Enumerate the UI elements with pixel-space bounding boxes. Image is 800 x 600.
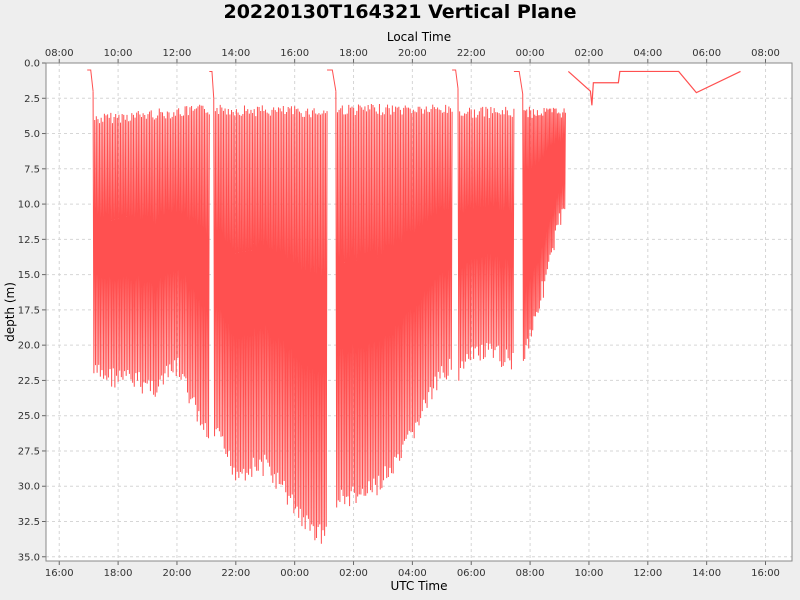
depth-line-segment-5 [335,91,453,508]
x-tick-label: 12:00 [633,568,662,579]
x-tick-label: 16:00 [751,568,780,579]
y-tick-label: 5.0 [24,129,40,140]
local-time-tick-label: 18:00 [339,48,368,59]
chart-title: 20220130T164321 Vertical Plane [223,1,577,23]
depth-line-segment-4 [327,69,337,92]
local-time-tick-label: 12:00 [163,48,192,59]
local-time-tick-label: 10:00 [104,48,133,59]
x-tick-label: 04:00 [398,568,427,579]
y-tick-label: 22.5 [18,376,40,387]
depth-series [87,69,741,544]
y-tick-label: 30.0 [18,482,40,493]
y-tick-label: 25.0 [18,411,40,422]
local-time-tick-label: 04:00 [633,48,662,59]
x-tick-label: 06:00 [457,568,486,579]
depth-line-segment-1 [92,91,210,439]
y-tick-label: 7.5 [24,164,40,175]
depth-line-segment-2 [209,70,215,99]
y-axis-label: depth (m) [3,282,17,342]
x-tick-label: 02:00 [339,568,368,579]
y-tick-label: 15.0 [18,270,40,281]
local-time-axis-ticks: 08:00 10:00 12:00 14:00 16:00 18:00 20:00 22:00… [45,48,780,63]
local-time-tick-label: 20:00 [398,48,427,59]
y-tick-label: 27.5 [18,446,40,457]
y-tick-label: 35.0 [18,552,40,563]
y-tick-label: 2.5 [24,94,40,105]
x-tick-label: 08:00 [516,568,545,579]
depth-line-segment-0 [87,69,94,92]
depth-line-segment-8 [513,70,524,95]
surface-track-line [567,70,741,106]
x-tick-label: 10:00 [575,568,604,579]
x-axis-ticks: 16:00 18:00 20:00 22:00 00:00 02:00 04:00 06:00… [45,561,780,579]
x-tick-label: 00:00 [280,568,309,579]
y-tick-label: 12.5 [18,235,40,246]
depth-line-segment-9 [522,94,566,361]
x-tick-label: 16:00 [45,568,74,579]
depth-line-segment-7 [457,88,515,381]
local-time-tick-label: 14:00 [221,48,250,59]
y-tick-label: 20.0 [18,341,40,352]
y-tick-label: 17.5 [18,305,40,316]
y-axis-ticks: 0.0 2.5 5.0 7.5 10.0 12.5 15.0 17.5 20.0 22.5 25.0… [18,59,46,563]
x-axis-label: UTC Time [391,579,448,593]
local-time-tick-label: 08:00 [751,48,780,59]
x-tick-label: 22:00 [221,568,250,579]
local-time-tick-label: 16:00 [280,48,309,59]
x-tick-label: 18:00 [104,568,133,579]
local-time-tick-label: 02:00 [575,48,604,59]
local-time-tick-label: 08:00 [45,48,74,59]
depth-line-segment-3 [213,98,328,544]
local-time-axis-label: Local Time [387,30,451,44]
y-tick-label: 0.0 [24,59,40,70]
local-time-tick-label: 00:00 [516,48,545,59]
plot-frame [45,62,793,562]
x-tick-label: 20:00 [163,568,192,579]
depth-line-segment-6 [452,69,459,89]
local-time-tick-label: 06:00 [692,48,721,59]
x-tick-label: 14:00 [692,568,721,579]
y-tick-label: 10.0 [18,200,40,211]
local-time-tick-label: 22:00 [457,48,486,59]
y-tick-label: 32.5 [18,517,40,528]
